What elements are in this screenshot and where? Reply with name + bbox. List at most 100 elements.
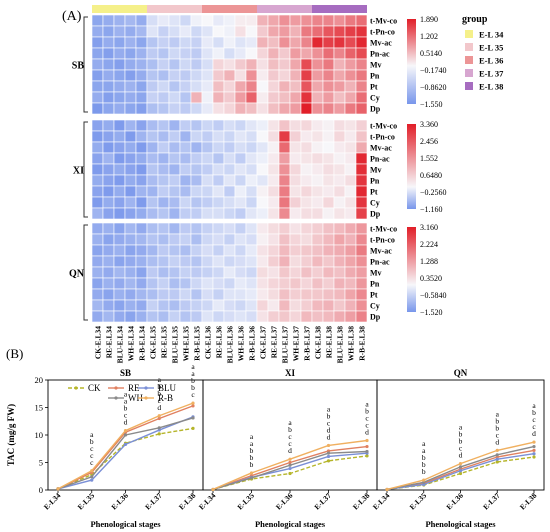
significance-letter: c: [327, 418, 331, 427]
heatmap-cell: [344, 102, 357, 115]
heatmap-cell: [135, 255, 148, 268]
heatmap-cell: [245, 69, 258, 82]
heatmap-cell: [223, 207, 236, 220]
heatmap-cell: [256, 310, 269, 323]
heatmap-cell: [322, 25, 335, 38]
heatmap-cell: [168, 196, 181, 209]
legend-label: E-L 36: [479, 56, 503, 66]
heatmap-cell: [322, 119, 335, 132]
heatmap-cell: [300, 277, 313, 290]
heatmap-cell: [311, 102, 324, 115]
heatmap-cell: [102, 91, 115, 104]
data-point: [422, 482, 426, 487]
heatmap-cell: [91, 130, 104, 143]
heatmap-cell: [289, 25, 302, 38]
block-label: QN: [69, 269, 85, 280]
y-tick-label: 5: [39, 458, 43, 468]
heatmap-cell: [212, 47, 225, 60]
heatmap-cell: [135, 196, 148, 209]
significance-letter: a: [90, 430, 94, 439]
heatmap-cell: [311, 130, 324, 143]
heatmap-cell: [278, 174, 291, 187]
heatmap-cell: [201, 141, 214, 154]
heatmap-column-label: BLU-E.L38: [336, 326, 345, 364]
heatmap-cell: [91, 277, 104, 290]
heatmap-column-label: BLU-E.L35: [171, 326, 180, 364]
x-tick-label: E-L36: [444, 491, 465, 512]
heatmap-cell: [234, 80, 247, 93]
heatmap-cell: [322, 102, 335, 115]
heatmap-cell: [278, 102, 291, 115]
significance-letter: b: [90, 437, 94, 446]
data-point: [326, 454, 331, 459]
heatmap-cell: [102, 58, 115, 71]
heatmap-cell: [355, 185, 368, 198]
heatmap-cell: [179, 163, 192, 176]
x-axis-label: Phenological stages: [425, 519, 496, 529]
heatmap-cell: [91, 36, 104, 49]
heatmap-cell: [322, 91, 335, 104]
heatmap-cell: [267, 185, 280, 198]
heatmap-cell: [256, 185, 269, 198]
x-tick-label: E-L34: [371, 491, 392, 512]
heatmap-column-label: WH-E.L35: [182, 326, 191, 361]
heatmap-cell: [212, 310, 225, 323]
heatmap-cell: [223, 299, 236, 312]
heatmap-cell: [190, 102, 203, 115]
heatmap-cell: [311, 14, 324, 27]
y-axis-label: TAC (mg/g FW): [6, 404, 16, 466]
heatmap-cell: [245, 58, 258, 71]
heatmap-cell: [223, 255, 236, 268]
heatmap-cell: [223, 102, 236, 115]
x-axis-label: Phenological stages: [255, 519, 326, 529]
heatmap-cell: [135, 119, 148, 132]
heatmap-cell: [102, 233, 115, 246]
heatmap-cell: [234, 310, 247, 323]
heatmap-cell: [344, 14, 357, 27]
heatmap-cell: [190, 255, 203, 268]
legend-label: BLU: [158, 383, 177, 393]
heatmap-cell: [311, 299, 324, 312]
heatmap-cell: [289, 141, 302, 154]
data-point: [288, 471, 292, 476]
heatmap-cell: [267, 174, 280, 187]
heatmap-cell: [146, 266, 159, 279]
heatmap-cell: [311, 47, 324, 60]
block-label: SB: [72, 61, 85, 72]
color-scale-tick: 0.6480: [420, 171, 442, 180]
heatmap-cell: [201, 102, 214, 115]
heatmap-row-label: t-Pn-co: [370, 133, 395, 142]
data-point: [495, 457, 499, 461]
heatmap-cell: [190, 25, 203, 38]
color-scale-bar: [407, 124, 416, 209]
heatmap-column-label: WH-E.L38: [347, 326, 356, 361]
heatmap-cell: [300, 14, 313, 27]
color-scale-tick: −1.520: [420, 308, 443, 317]
heatmap-cell: [157, 25, 170, 38]
heatmap-cell: [113, 80, 126, 93]
legend-label: E-L 37: [479, 69, 504, 79]
heatmap-cell: [179, 80, 192, 93]
heatmap-row-label: Mv: [370, 269, 382, 278]
heatmap-cell: [157, 80, 170, 93]
heatmap-cell: [135, 25, 148, 38]
heatmap-cell: [223, 222, 236, 235]
data-point: [495, 448, 499, 452]
heatmap-cell: [322, 207, 335, 220]
heatmap-cell: [278, 69, 291, 82]
significance-letter: c: [90, 451, 94, 460]
data-point: [458, 462, 463, 466]
heatmap-cell: [201, 174, 214, 187]
heatmap-cell: [223, 310, 236, 323]
data-point: [495, 455, 499, 459]
heatmap-cell: [289, 288, 302, 301]
heatmap-cell: [157, 141, 170, 154]
data-point: [211, 487, 215, 492]
color-scale-tick: −0.2560: [420, 188, 447, 197]
heatmap-cell: [333, 25, 346, 38]
heatmap-cell: [102, 14, 115, 27]
heatmap-cell: [168, 244, 181, 257]
heatmap-cell: [146, 130, 159, 143]
heatmap-cell: [179, 299, 192, 312]
heatmap-cell: [124, 141, 137, 154]
